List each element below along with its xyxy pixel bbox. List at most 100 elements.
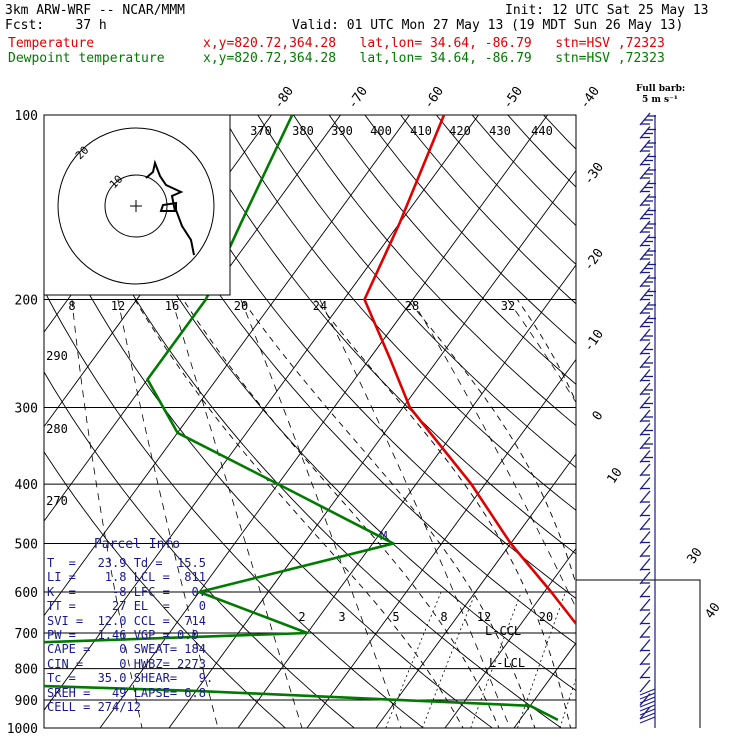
wind-barb bbox=[639, 355, 653, 369]
parcel-info-row: TT = 27 EL = 0 bbox=[47, 599, 206, 614]
wind-barb bbox=[639, 625, 651, 639]
isotherm-label: -60 bbox=[421, 84, 447, 112]
wind-barb-shaft bbox=[639, 207, 651, 220]
wind-barb-shaft bbox=[639, 355, 651, 369]
wind-barb-shaft bbox=[639, 708, 656, 716]
wind-speed-label: 32 bbox=[501, 299, 515, 313]
wind-barb-shaft bbox=[639, 288, 651, 301]
isotherm bbox=[44, 115, 410, 617]
dry-adiabat bbox=[44, 204, 494, 728]
wind-barb-shaft bbox=[639, 139, 651, 153]
pressure-tick-label: 800 bbox=[15, 663, 38, 678]
wind-barb-shaft bbox=[639, 625, 651, 639]
wind-barb-shaft bbox=[639, 274, 651, 288]
pressure-tick-label: 1000 bbox=[7, 722, 38, 737]
isotherm bbox=[44, 115, 479, 711]
parcel-info-row: CAPE = 0 SWEAT= 184 bbox=[47, 642, 206, 657]
wind-barb bbox=[639, 247, 656, 261]
wind-barb-shaft bbox=[639, 517, 651, 531]
init-time: Init: 12 UTC Sat 25 May 13 bbox=[505, 3, 709, 18]
wind-barb bbox=[639, 288, 656, 301]
dry-adiabat bbox=[579, 115, 740, 740]
axis-extension bbox=[575, 520, 701, 728]
wind-barb-shaft bbox=[639, 712, 656, 720]
wind-barb-shaft bbox=[639, 369, 651, 382]
isotherm-label: -30 bbox=[581, 160, 607, 188]
mixing-ratio-line bbox=[616, 592, 658, 728]
isotherm-label: -20 bbox=[581, 246, 607, 274]
theta-label: 280 bbox=[46, 422, 68, 436]
wind-barb-shaft bbox=[639, 463, 651, 477]
isotherm-label: 30 bbox=[684, 545, 705, 566]
wind-barb bbox=[639, 126, 656, 139]
isotherm bbox=[444, 547, 576, 728]
parcel-info-row: CELL = 274/12 bbox=[47, 699, 141, 714]
wind-barb bbox=[639, 315, 656, 328]
mixing-ratio-label: 2 bbox=[298, 610, 305, 624]
wind-barb-shaft bbox=[639, 716, 656, 724]
isotherm-label: -70 bbox=[345, 84, 371, 112]
dry-adiabat bbox=[114, 115, 576, 645]
wind-barb bbox=[639, 544, 651, 558]
model-title: 3km ARW-WRF -- NCAR/MMM bbox=[5, 3, 186, 18]
wind-barb-shaft bbox=[639, 679, 651, 693]
pressure-tick-label: 500 bbox=[15, 537, 38, 552]
wind-barb-shaft bbox=[639, 153, 651, 166]
wind-barb-shaft bbox=[639, 571, 651, 585]
wind-barb bbox=[639, 139, 656, 153]
dry-adiabat bbox=[400, 115, 576, 305]
wind-speed-label: 16 bbox=[165, 299, 179, 313]
wind-barb bbox=[639, 166, 656, 180]
wind-barb-shaft bbox=[639, 315, 651, 328]
mixing-ratio-label: 5 bbox=[392, 610, 399, 624]
wind-barb bbox=[639, 328, 653, 342]
pressure-tick-label: 200 bbox=[15, 294, 38, 309]
wind-barb-shaft bbox=[639, 247, 651, 261]
wind-barb bbox=[639, 369, 653, 382]
theta-label: 380 bbox=[292, 124, 314, 138]
wind-barb-shaft bbox=[639, 261, 651, 274]
wind-barb bbox=[639, 207, 656, 220]
theta-label: 430 bbox=[489, 124, 511, 138]
dewpoint-trace bbox=[44, 115, 559, 722]
wind-barb bbox=[639, 652, 651, 666]
forecast-hour: Fcst: 37 h bbox=[5, 18, 107, 33]
wind-barb bbox=[639, 639, 651, 652]
wind-speed-curve bbox=[117, 299, 219, 728]
valid-time: Valid: 01 UTC Mon 27 May 13 (19 MDT Sun … bbox=[292, 18, 684, 33]
mixing-ratio-label: 8 bbox=[440, 610, 447, 624]
hodograph-ring-inner bbox=[104, 174, 168, 238]
wind-barb-shaft bbox=[639, 558, 651, 571]
parcel-info-row: LI = 1.8 LCL = 811 bbox=[47, 570, 206, 585]
isotherm bbox=[513, 642, 576, 728]
theta-label: 440 bbox=[531, 124, 553, 138]
wind-barb bbox=[639, 679, 651, 693]
dry-adiabat bbox=[221, 115, 576, 511]
wind-speed-label: 24 bbox=[313, 299, 327, 313]
wind-barb bbox=[639, 450, 653, 463]
pressure-tick-label: 400 bbox=[15, 478, 38, 493]
parcel-info-row: T = 23.9 Td = 15.5 bbox=[47, 556, 206, 570]
parcel-info-row: K = -8 LFC = 0. bbox=[47, 584, 206, 599]
wind-barb-shaft bbox=[639, 696, 656, 704]
mixing-ratio-label: 20 bbox=[539, 610, 553, 624]
parcel-info-row: PW = 1.46 VGP = 0.0 bbox=[47, 627, 199, 642]
wind-barb-shaft bbox=[639, 234, 651, 247]
wind-speed-label: 12 bbox=[111, 299, 125, 313]
pressure-tick-label: 300 bbox=[15, 401, 38, 416]
wind-barb bbox=[639, 477, 651, 490]
wind-barb-shaft bbox=[639, 423, 651, 436]
wind-speed-curve bbox=[240, 299, 402, 728]
wind-barb-shaft bbox=[639, 436, 651, 450]
theta-label: 410 bbox=[410, 124, 432, 138]
sounding-annotation: L-LCL bbox=[489, 656, 525, 670]
temperature-legend: Temperature bbox=[8, 36, 95, 51]
hodograph-frame bbox=[43, 114, 231, 296]
wind-barb bbox=[639, 342, 653, 355]
wind-barb-shaft bbox=[639, 450, 651, 463]
moist-adiabat bbox=[182, 299, 500, 728]
mixing-ratio-label: 3 bbox=[338, 610, 345, 624]
wind-barb-shaft bbox=[639, 639, 651, 652]
wind-speed-curve bbox=[411, 299, 576, 609]
